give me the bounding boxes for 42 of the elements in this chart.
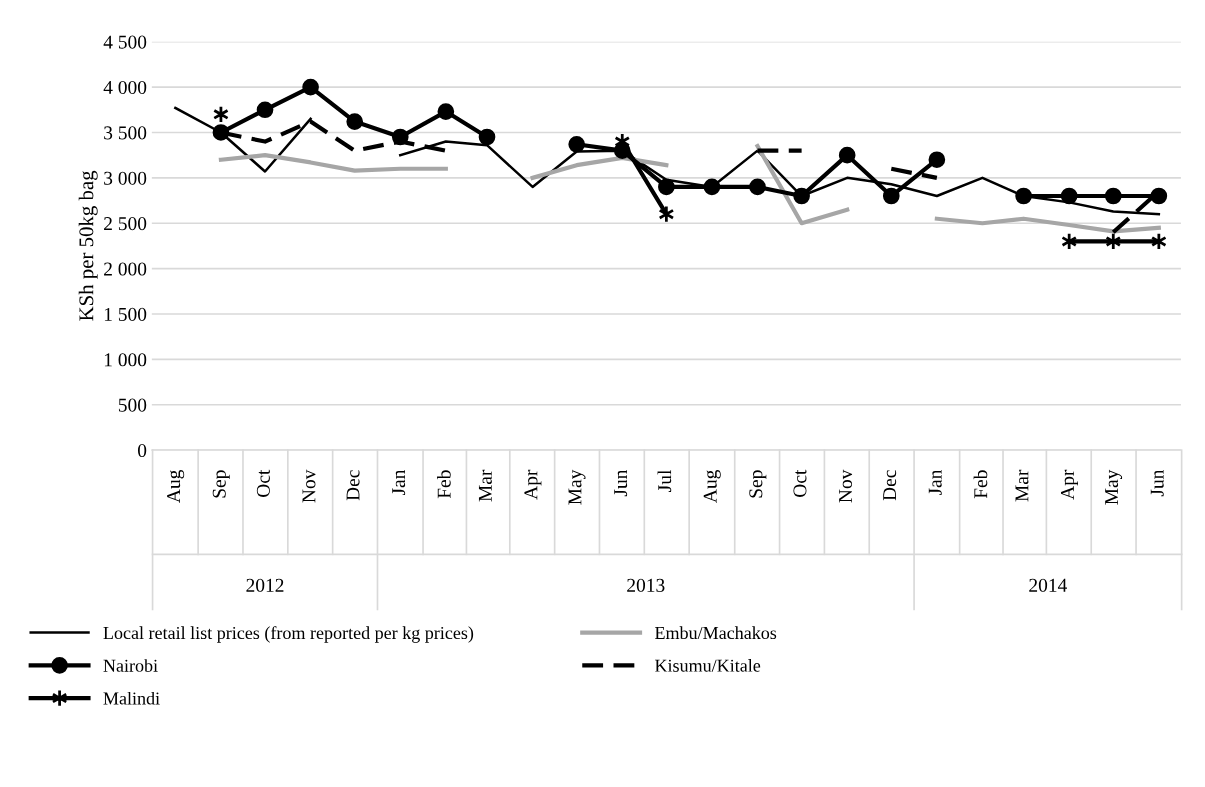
x-tick-label: Jan <box>392 469 406 496</box>
legend-label: Malindi <box>103 691 160 705</box>
x-tick-label: Apr <box>1061 469 1078 500</box>
legend-label: Kisumu/Kitale <box>654 659 761 672</box>
x-tick-label: Jun <box>1150 469 1164 497</box>
x-tick-label: Jan <box>928 469 942 496</box>
y-tick-label: 2 500 <box>104 217 147 231</box>
y-tick-label: 4 000 <box>103 80 147 95</box>
y-tick-label: 1 000 <box>104 353 147 367</box>
text: 2014 <box>1029 578 1067 592</box>
legend-label: Embu/Machakos <box>654 626 777 640</box>
x-tick-label: Aug <box>167 469 185 503</box>
x-tick-label: Jun <box>614 469 628 497</box>
text: 2012 <box>246 578 284 592</box>
x-tick-label: Sep <box>749 470 767 498</box>
x-tick-label: May <box>1105 469 1123 505</box>
x-tick-label: Feb <box>973 470 988 499</box>
x-tick-label: Oct <box>793 469 807 497</box>
y-tick-label: 4 500 <box>103 35 147 49</box>
x-tick-label: Feb <box>437 470 451 499</box>
x-tick-label: Apr <box>524 469 542 500</box>
y-tick-label: 1 500 <box>104 307 147 321</box>
x-tick-label: Mar <box>478 469 492 502</box>
y-tick-label: 0 <box>137 443 147 458</box>
x-tick-label: Oct <box>256 469 270 497</box>
legend-label: Nairobi <box>103 659 158 672</box>
x-tick-label: Sep <box>212 470 230 498</box>
y-axis-title: KSh per 50kg bag <box>78 170 98 321</box>
x-tick-label: Jul <box>657 470 672 492</box>
x-tick-label: Nov <box>302 469 316 503</box>
y-tick-label: 500 <box>118 398 147 412</box>
legend-label: Local retail list prices (from reported per kg prices) <box>103 626 474 643</box>
y-tick-label: 3 500 <box>104 126 147 140</box>
y-tick-label: 3 000 <box>104 171 147 185</box>
x-tick-label: Dec <box>883 470 897 501</box>
text: 2013 <box>627 578 665 592</box>
x-tick-label: May <box>568 469 586 505</box>
y-tick-label: 2 000 <box>104 262 147 276</box>
x-tick-label: Aug <box>703 469 721 503</box>
x-tick-label: Nov <box>839 469 853 503</box>
x-tick-label: Mar <box>1015 469 1029 502</box>
x-tick-label: Dec <box>346 470 360 501</box>
